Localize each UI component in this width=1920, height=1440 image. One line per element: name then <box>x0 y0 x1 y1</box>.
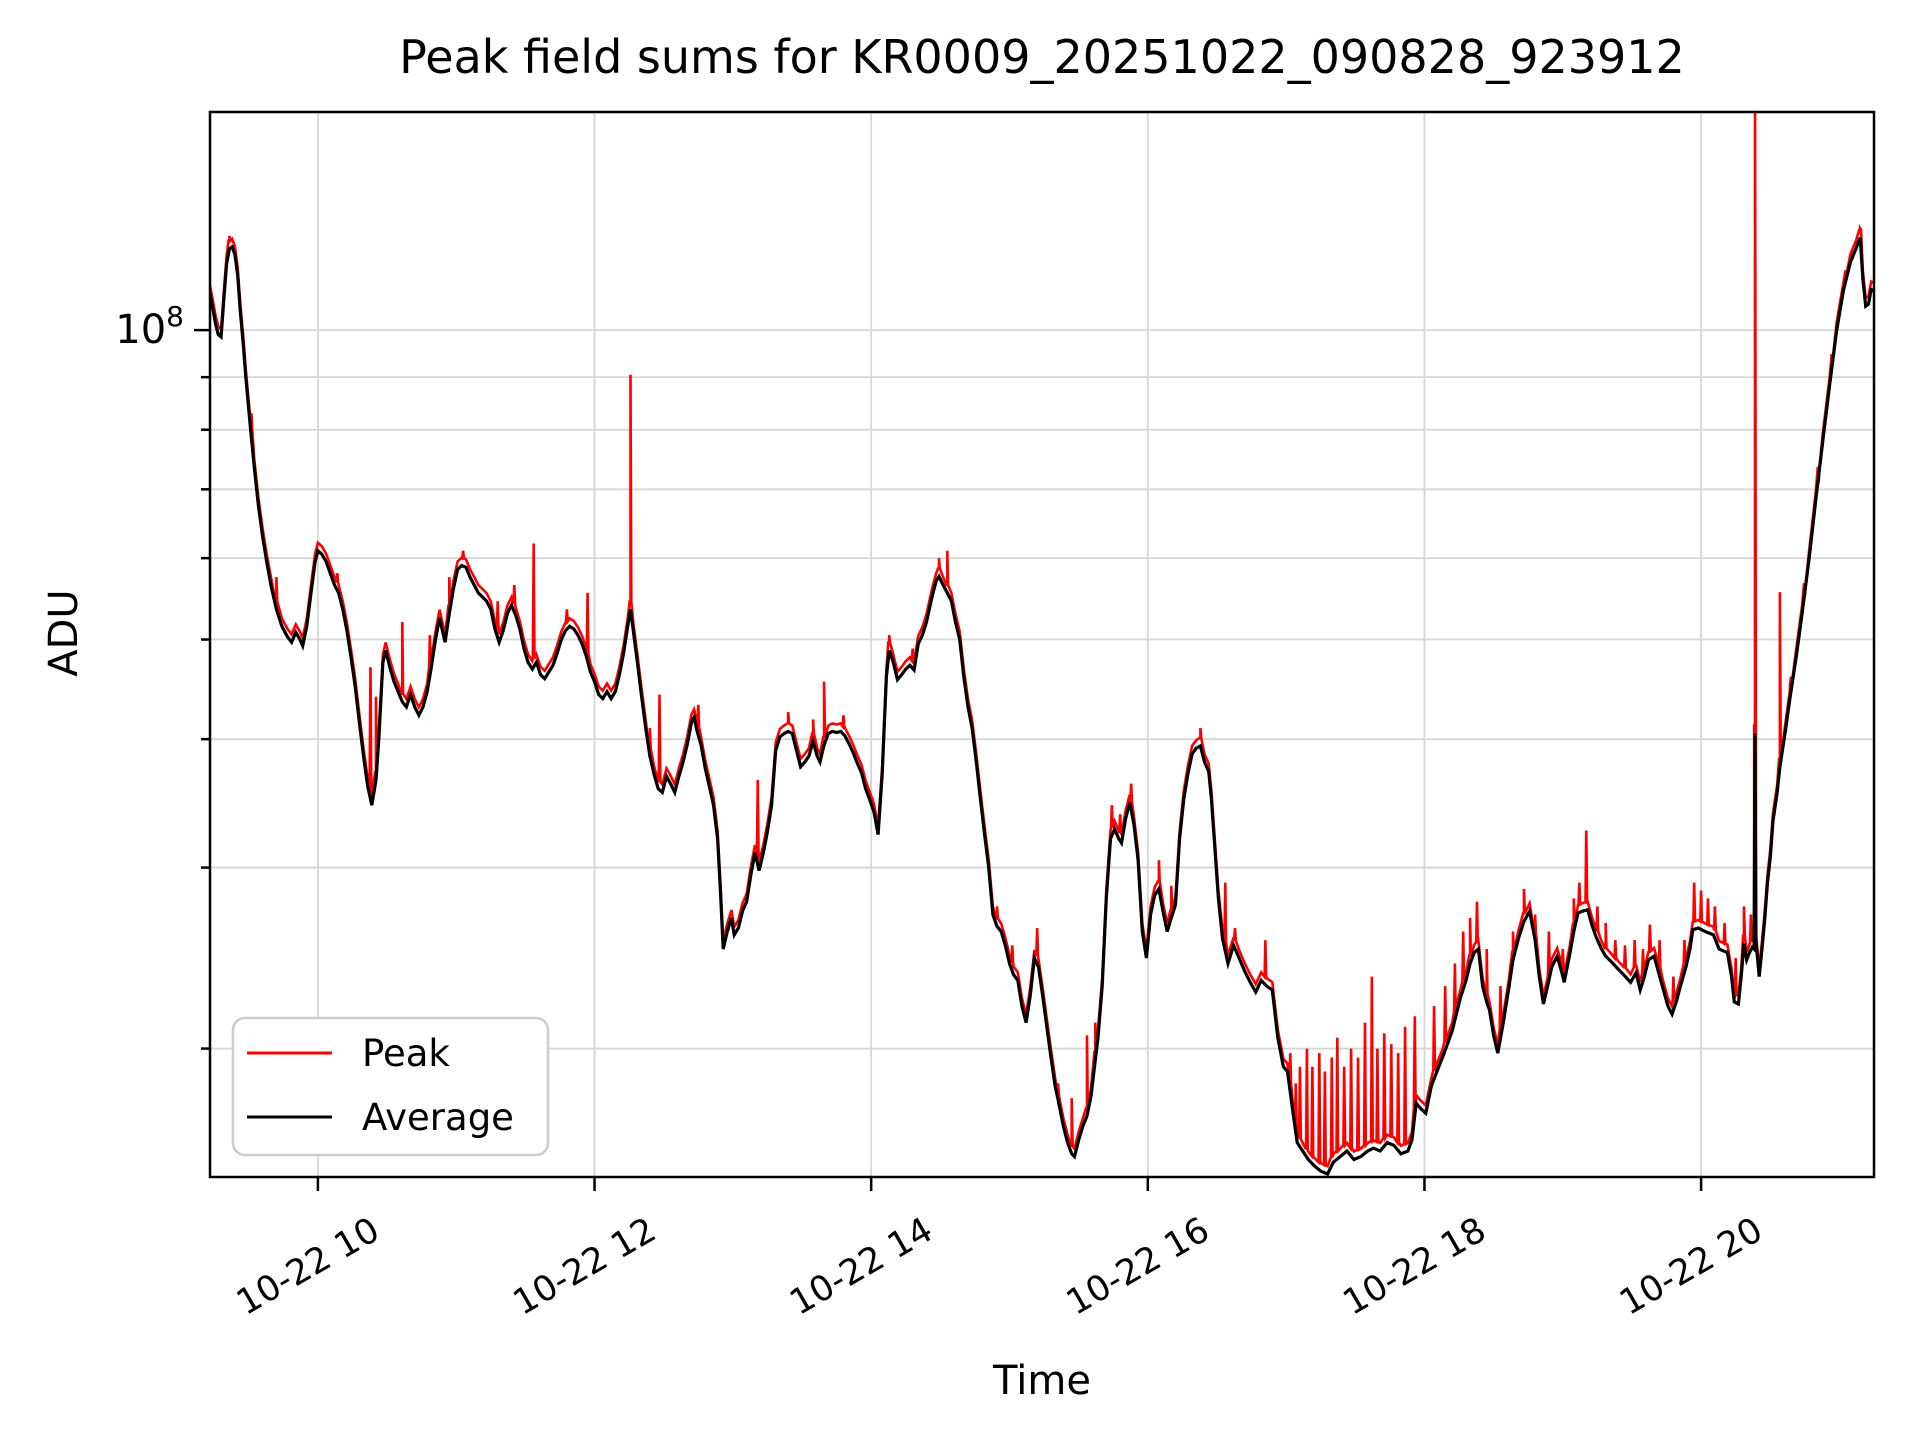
plot-spines <box>208 110 1876 1179</box>
x-tick-label: 10-22 18 <box>1337 1210 1493 1323</box>
x-tick-label: 10-22 16 <box>1060 1210 1216 1323</box>
x-tick-label: 10-22 12 <box>507 1210 663 1323</box>
series-average-line <box>210 237 1874 1177</box>
x-tick-label: 10-22 10 <box>230 1210 386 1323</box>
x-tick-labels: 10-22 10 10-22 12 10-22 14 10-22 16 10-22 18… <box>230 1210 1769 1323</box>
tick-marks <box>194 328 1703 1191</box>
y-axis-label: ADU <box>41 589 87 677</box>
x-tick-label: 10-22 20 <box>1613 1210 1769 1323</box>
legend-label-average: Average <box>362 1096 514 1139</box>
grid <box>210 112 1874 1177</box>
legend: Peak Average <box>231 1016 550 1157</box>
y-tick-label: 108 <box>115 300 184 353</box>
series-peak-line <box>210 112 1874 1169</box>
x-axis-label: Time <box>993 1358 1091 1404</box>
x-tick-label: 10-22 14 <box>783 1210 939 1323</box>
chart-title: Peak field sums for KR0009_20251022_0908… <box>399 30 1685 84</box>
legend-label-peak: Peak <box>362 1032 450 1075</box>
series-lines <box>210 112 1874 1177</box>
